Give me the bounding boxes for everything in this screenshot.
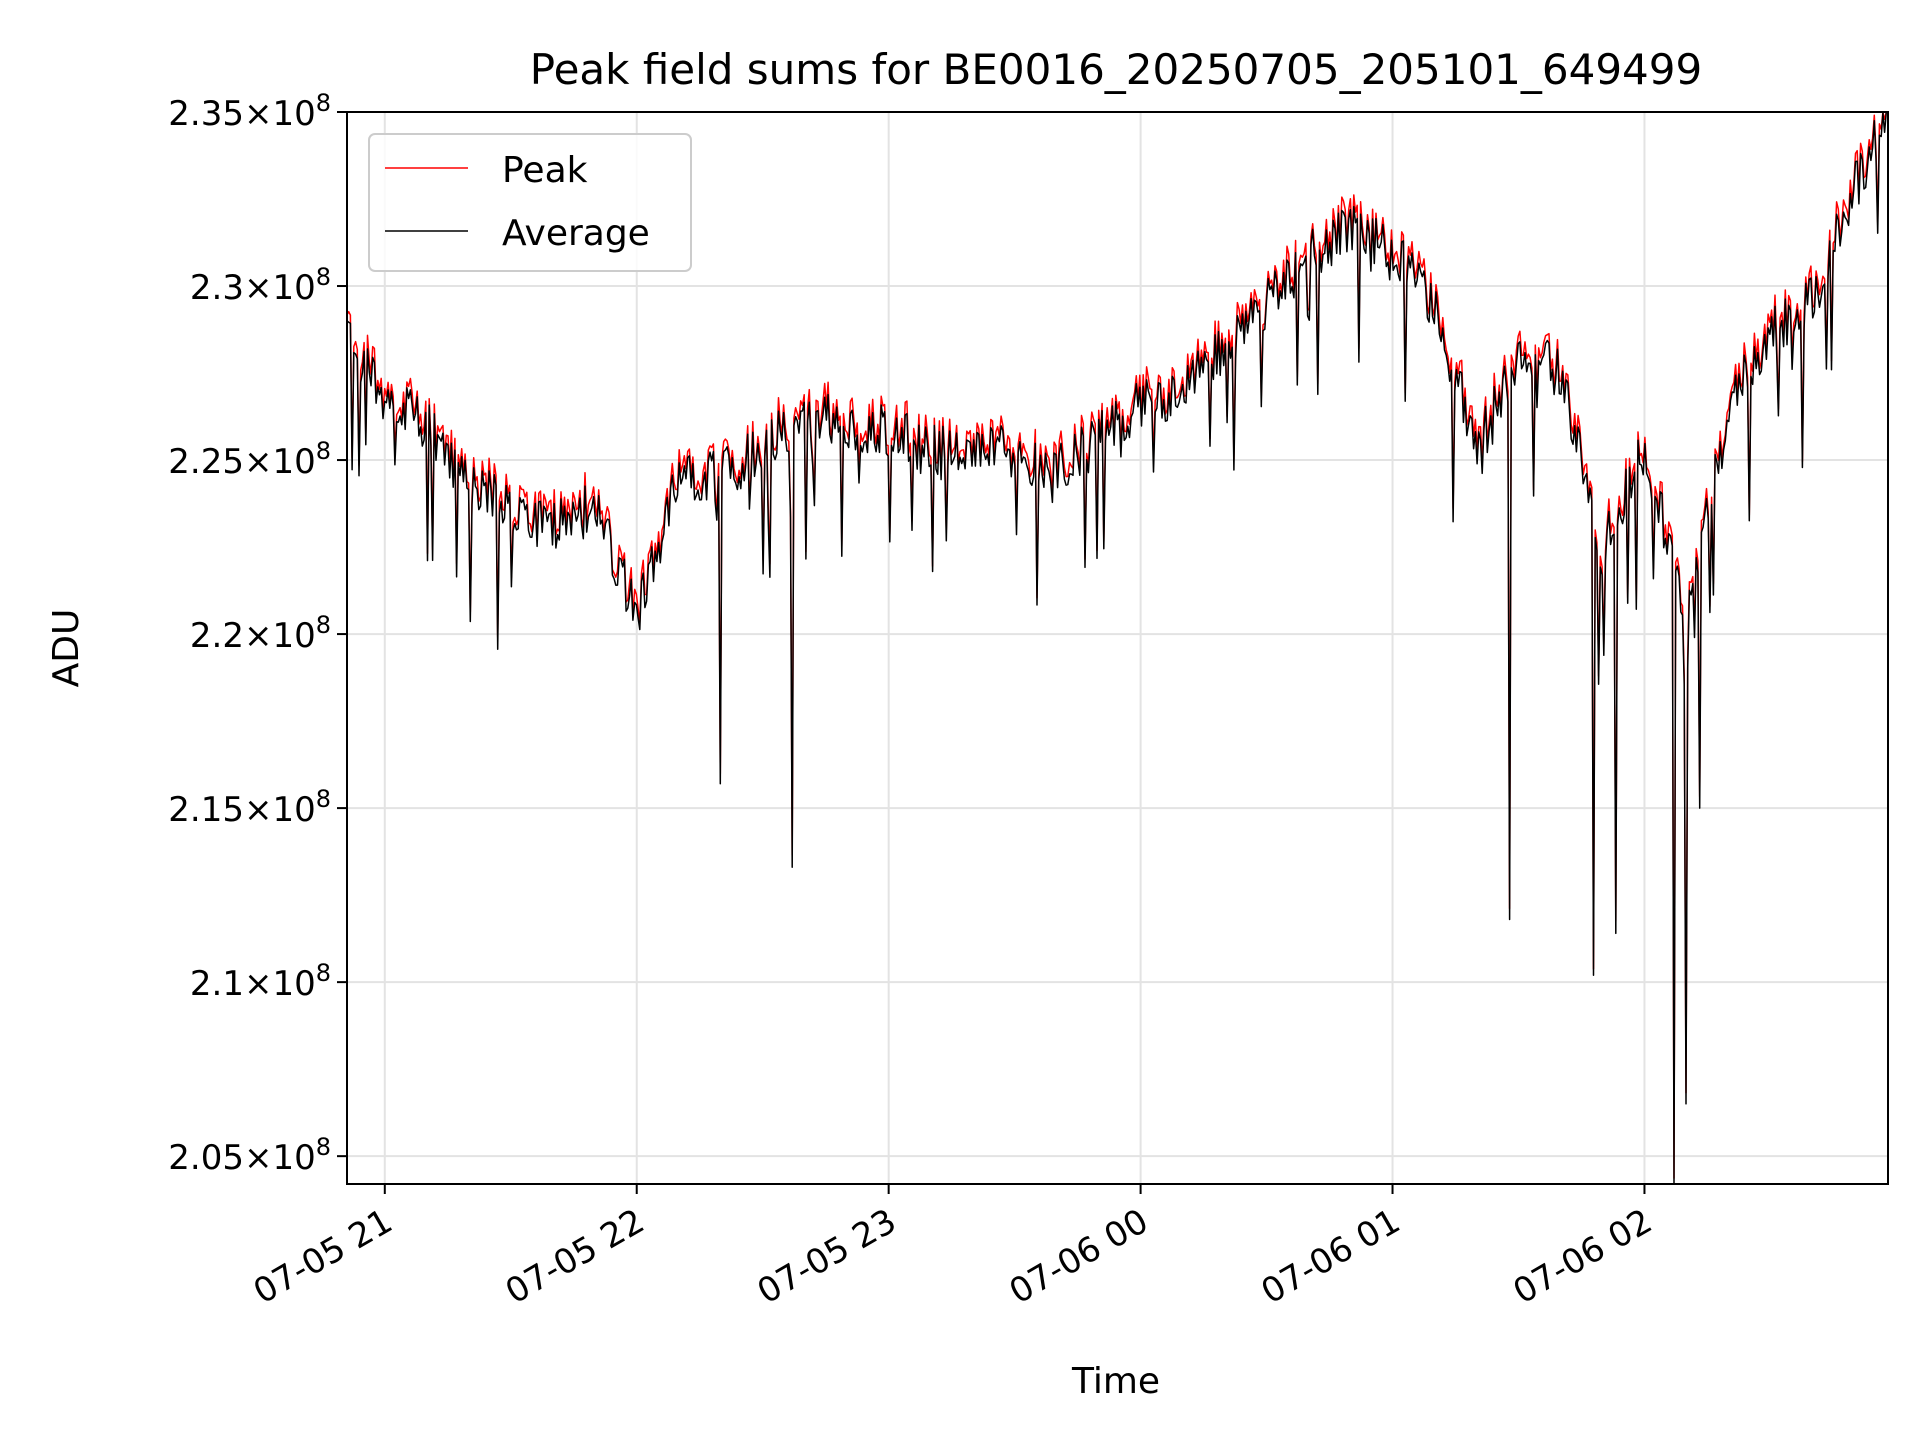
y-tick-label: 2.05×108 [168,1133,331,1178]
plot-area-frame [346,111,1889,1185]
series-line-average [346,111,1888,1185]
y-tick-label: 2.2×108 [190,611,331,656]
y-tick-label: 2.3×108 [190,263,331,308]
plot-lines [346,111,1888,1185]
legend-peak-label: Peak [502,150,588,191]
y-axis-ticks: 2.05×108 2.1×108 2.15×108 2.2×108 2.25×108 2.… [168,89,347,1178]
chart-title: Peak field sums for BE0016_20250705_2051… [530,45,1702,94]
y-tick-label: 2.15×108 [168,785,331,830]
legend-average-label: Average [502,213,650,254]
y-tick-label: 2.35×108 [168,89,331,134]
y-tick-label: 2.1×108 [190,959,331,1004]
y-axis-label: ADU [46,609,87,688]
x-axis-label: Time [1071,1361,1160,1402]
grid [347,111,1888,1184]
legend: Peak Average [368,133,692,272]
y-tick-label: 2.25×108 [168,437,331,482]
